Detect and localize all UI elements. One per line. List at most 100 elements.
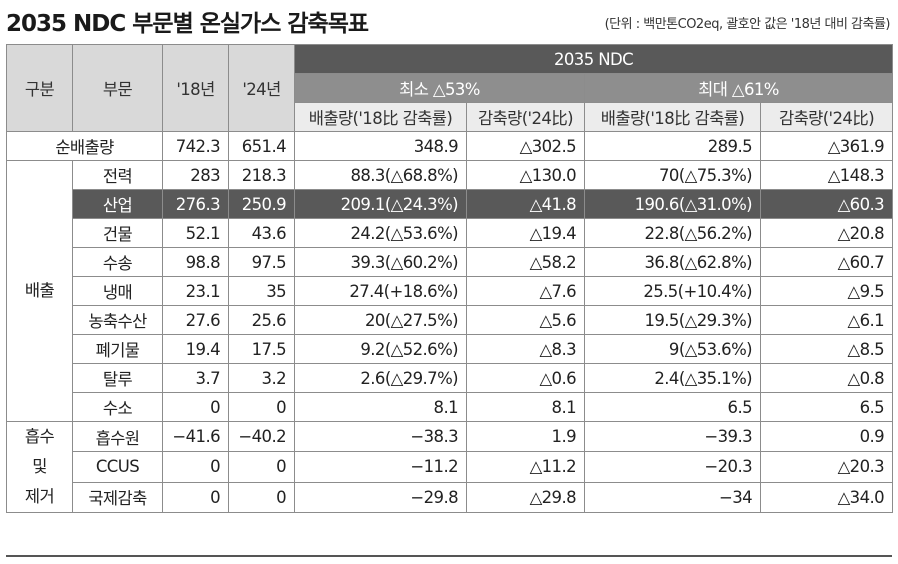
cell-min-emission: −29.8 xyxy=(294,481,467,514)
cell-y18: 27.6 xyxy=(162,305,229,335)
cell-min-emission: −38.3 xyxy=(294,420,467,453)
cell-min-reduction: △5.6 xyxy=(466,305,585,335)
cell-max-emission: 36.8(△62.8%) xyxy=(584,247,761,277)
cell-y18: 19.4 xyxy=(162,334,229,364)
cell-y18: 742.3 xyxy=(162,131,229,161)
cell-max-reduction: △34.0 xyxy=(759,481,894,514)
cell-y18: 0 xyxy=(162,481,229,514)
cell-max-emission: 70(△75.3%) xyxy=(584,160,761,190)
cell-min-emission: 24.2(△53.6%) xyxy=(294,218,467,248)
cell-max-emission: 22.8(△56.2%) xyxy=(584,218,761,248)
cell-max-reduction: △0.8 xyxy=(759,363,894,393)
cell-y24: 35 xyxy=(228,276,295,306)
cell-y18: 98.8 xyxy=(162,247,229,277)
group-absorb-label: 흡수 및 제거 xyxy=(6,421,73,513)
cell-min-reduction: △8.3 xyxy=(466,334,585,364)
sector-label: 탈루 xyxy=(72,363,163,393)
cell-y24: −40.2 xyxy=(228,420,295,453)
sector-label: CCUS xyxy=(72,451,163,483)
bottom-rule xyxy=(6,555,892,557)
net-emission-label: 순배출량 xyxy=(6,131,163,161)
cell-y18: −41.6 xyxy=(162,420,229,453)
sector-label: 냉매 xyxy=(72,276,163,306)
cell-max-reduction: △6.1 xyxy=(759,305,894,335)
header-sector: 부문 xyxy=(72,44,163,132)
table-row: 폐기물 19.4 17.5 9.2(△52.6%) △8.3 9(△53.6%) △8.5 xyxy=(7,334,894,364)
page-title: 2035 NDC 부문별 온실가스 감축목표 xyxy=(6,11,369,37)
table-row: 국제감축 0 0 −29.8 △29.8 −34 △34.0 xyxy=(7,481,894,514)
cell-max-reduction: △60.3 xyxy=(759,189,894,219)
table-row: 수소 0 0 8.1 8.1 6.5 6.5 xyxy=(7,392,894,422)
sector-label: 국제감축 xyxy=(72,481,163,514)
cell-y24: 218.3 xyxy=(228,160,295,190)
cell-min-emission: 209.1(△24.3%) xyxy=(294,189,467,219)
cell-max-emission: −34 xyxy=(584,481,761,514)
cell-y18: 0 xyxy=(162,392,229,422)
cell-max-reduction: △9.5 xyxy=(759,276,894,306)
cell-min-emission: 39.3(△60.2%) xyxy=(294,247,467,277)
table-row: 냉매 23.1 35 27.4(+18.6%) △7.6 25.5(+10.4%) △9.5 xyxy=(7,276,894,306)
header-max-reduction: 감축량('24比) xyxy=(759,102,894,132)
sector-label: 건물 xyxy=(72,218,163,248)
cell-max-emission: 190.6(△31.0%) xyxy=(584,189,761,219)
cell-min-emission: 2.6(△29.7%) xyxy=(294,363,467,393)
cell-max-emission: −39.3 xyxy=(584,420,761,453)
cell-min-emission: −11.2 xyxy=(294,451,467,483)
cell-y24: 17.5 xyxy=(228,334,295,364)
header-min-scenario: 최소 △53% xyxy=(294,73,585,103)
header-min-emission: 배출량('18比 감축률) xyxy=(294,102,467,132)
cell-y24: 651.4 xyxy=(228,131,295,161)
cell-y24: 43.6 xyxy=(228,218,295,248)
header-2035-ndc: 2035 NDC xyxy=(293,44,894,74)
cell-y18: 0 xyxy=(162,451,229,483)
table-row: 건물 52.1 43.6 24.2(△53.6%) △19.4 22.8(△56.2%) △… xyxy=(7,218,894,248)
header-2018: '18년 xyxy=(162,44,229,132)
sector-label: 농축수산 xyxy=(72,305,163,335)
cell-min-emission: 88.3(△68.8%) xyxy=(294,160,467,190)
sector-label: 수소 xyxy=(72,392,163,422)
table-row: CCUS 0 0 −11.2 △11.2 −20.3 △20.3 xyxy=(7,451,894,483)
cell-min-reduction: △19.4 xyxy=(466,218,585,248)
cell-max-reduction: △20.8 xyxy=(759,218,894,248)
cell-y18: 283 xyxy=(162,160,229,190)
cell-y18: 52.1 xyxy=(162,218,229,248)
cell-min-reduction: △29.8 xyxy=(466,481,585,514)
sector-label: 산업 xyxy=(72,189,163,219)
cell-min-reduction: △11.2 xyxy=(466,451,585,483)
header-category: 구분 xyxy=(6,44,73,132)
cell-min-reduction: △0.6 xyxy=(466,363,585,393)
cell-max-reduction: △361.9 xyxy=(759,131,894,161)
sector-label: 수송 xyxy=(72,247,163,277)
cell-min-reduction: 8.1 xyxy=(466,392,585,422)
cell-max-reduction: △148.3 xyxy=(759,160,894,190)
sector-label: 흡수원 xyxy=(72,420,163,453)
ndc-table: 구분 부문 '18년 '24년 2035 NDC 최소 △53% 최대 △61%… xyxy=(6,44,894,514)
cell-min-emission: 9.2(△52.6%) xyxy=(294,334,467,364)
cell-y18: 23.1 xyxy=(162,276,229,306)
cell-y24: 97.5 xyxy=(228,247,295,277)
cell-min-emission: 20(△27.5%) xyxy=(294,305,467,335)
cell-y18: 3.7 xyxy=(162,363,229,393)
cell-min-emission: 27.4(+18.6%) xyxy=(294,276,467,306)
table-row: 수송 98.8 97.5 39.3(△60.2%) △58.2 36.8(△62.8%) △… xyxy=(7,247,894,277)
cell-max-reduction: 0.9 xyxy=(759,420,894,453)
cell-max-emission: 19.5(△29.3%) xyxy=(584,305,761,335)
header-min-reduction: 감축량('24比) xyxy=(466,102,585,132)
cell-min-reduction: 1.9 xyxy=(466,420,585,453)
table-row: 배출 전력 283 218.3 88.3(△68.8%) △130.0 70(△75.3%)… xyxy=(6,160,894,422)
cell-y24: 3.2 xyxy=(228,363,295,393)
cell-y24: 250.9 xyxy=(228,189,295,219)
cell-min-reduction: △41.8 xyxy=(466,189,585,219)
header-max-emission: 배출량('18比 감축률) xyxy=(584,102,761,132)
cell-min-reduction: △58.2 xyxy=(466,247,585,277)
cell-max-reduction: △8.5 xyxy=(759,334,894,364)
cell-max-emission: 9(△53.6%) xyxy=(584,334,761,364)
header-2024: '24년 xyxy=(228,44,295,132)
cell-min-reduction: △130.0 xyxy=(466,160,585,190)
cell-max-reduction: △20.3 xyxy=(759,451,894,483)
cell-y24: 0 xyxy=(228,392,295,422)
cell-max-emission: 2.4(△35.1%) xyxy=(584,363,761,393)
sector-label: 폐기물 xyxy=(72,334,163,364)
table-row: 흡수 및 제거 흡수원 −41.6 −40.2 −38.3 1.9 −39.3 0.9 xyxy=(6,420,894,513)
